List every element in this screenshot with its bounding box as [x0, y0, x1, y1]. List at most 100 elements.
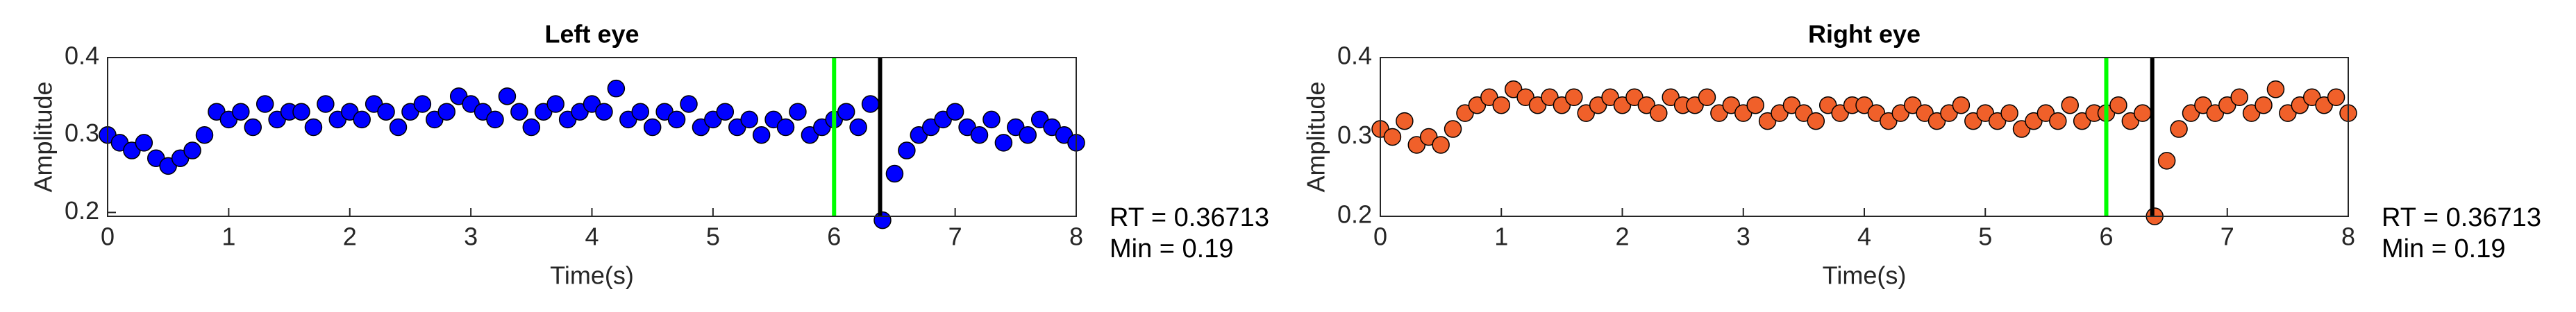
data-point	[135, 134, 153, 152]
data-point	[522, 118, 541, 137]
data-point	[304, 118, 323, 137]
data-point	[232, 103, 250, 121]
data-point	[752, 125, 771, 144]
data-point	[437, 103, 455, 121]
data-point	[837, 103, 855, 121]
data-point	[1019, 125, 1037, 144]
data-point	[680, 95, 698, 113]
x-tick-label: 0	[101, 223, 115, 251]
chart-title: Right eye	[1808, 20, 1921, 49]
data-point	[2109, 96, 2127, 114]
data-point	[970, 125, 989, 144]
annotation: Min = 0.19	[2382, 234, 2506, 263]
y-axis-label: Amplitude	[29, 81, 58, 192]
data-point	[256, 95, 274, 113]
data-point	[1746, 96, 1764, 114]
data-point	[2170, 120, 2188, 138]
data-point	[898, 141, 916, 159]
x-tick-label: 3	[464, 223, 478, 251]
data-point	[195, 125, 214, 144]
data-point	[861, 95, 880, 113]
data-point	[982, 110, 1001, 129]
data-point	[667, 110, 686, 129]
x-tick-label: 2	[343, 223, 357, 251]
x-axis-label: Time(s)	[550, 261, 634, 290]
x-tick-label: 2	[1615, 223, 1629, 251]
plot-area	[108, 58, 1076, 216]
x-tick-label: 8	[1069, 223, 1083, 251]
data-point	[2327, 88, 2345, 106]
data-point	[498, 87, 517, 105]
data-point	[1444, 120, 1462, 138]
x-tick-label: 5	[1978, 223, 1992, 251]
data-point	[1952, 96, 1971, 114]
data-point	[716, 103, 735, 121]
axes-box	[1380, 57, 2349, 217]
data-point	[789, 103, 807, 121]
data-point	[317, 95, 335, 113]
x-tick-label: 5	[706, 223, 720, 251]
data-point	[2255, 96, 2273, 114]
data-point	[946, 103, 964, 121]
data-point	[1807, 112, 1825, 130]
x-axis-label: Time(s)	[1823, 261, 1907, 290]
data-point	[546, 95, 564, 113]
data-point	[486, 110, 504, 129]
data-point	[2000, 104, 2018, 122]
x-tick-label: 4	[585, 223, 599, 251]
x-tick-label: 7	[2220, 223, 2234, 251]
x-tick-label: 6	[2099, 223, 2113, 251]
x-tick-label: 1	[221, 223, 235, 251]
data-point	[740, 110, 758, 129]
data-point	[244, 118, 262, 137]
chart-title: Left eye	[544, 20, 639, 49]
data-point	[1698, 88, 1716, 106]
data-point	[1565, 88, 1583, 106]
data-point	[1650, 104, 1668, 122]
x-tick-label: 6	[827, 223, 841, 251]
axes-box	[107, 57, 1077, 217]
data-point	[607, 79, 626, 98]
y-tick-label: 0.2	[1337, 200, 1372, 229]
y-axis-label: Amplitude	[1302, 81, 1330, 192]
x-tick-label: 1	[1494, 223, 1508, 251]
x-tick-label: 8	[2341, 223, 2355, 251]
data-point	[292, 103, 310, 121]
data-point	[2134, 104, 2152, 122]
annotation: RT = 0.36713	[2382, 203, 2541, 232]
data-point	[2061, 96, 2079, 114]
data-point	[413, 95, 432, 113]
y-tick-label: 0.4	[1337, 42, 1372, 70]
annotation: Min = 0.19	[1110, 234, 1234, 263]
data-point	[183, 141, 201, 159]
data-point	[631, 103, 649, 121]
data-point	[849, 118, 867, 137]
data-point	[885, 164, 904, 183]
data-point	[643, 118, 662, 137]
data-point	[389, 118, 408, 137]
data-point	[377, 103, 395, 121]
data-point	[595, 103, 613, 121]
plot-area	[1380, 58, 2348, 216]
data-point	[1383, 128, 1402, 146]
data-point	[1396, 112, 1414, 130]
data-point	[873, 211, 892, 229]
data-point	[2230, 88, 2248, 106]
data-point	[353, 110, 371, 129]
data-point	[776, 118, 795, 137]
x-tick-label: 7	[948, 223, 962, 251]
data-point	[1432, 136, 1450, 154]
y-tick-label: 0.2	[65, 196, 99, 225]
x-tick-label: 3	[1737, 223, 1750, 251]
y-tick-label: 0.3	[65, 119, 99, 147]
data-point	[510, 103, 528, 121]
data-point	[2266, 80, 2285, 98]
y-tick-label: 0.4	[65, 42, 99, 70]
data-point	[1492, 96, 1510, 114]
x-tick-label: 4	[1857, 223, 1871, 251]
annotation: RT = 0.36713	[1110, 203, 1269, 232]
data-point	[994, 134, 1013, 152]
data-point	[2049, 112, 2067, 130]
y-tick-label: 0.3	[1337, 121, 1372, 149]
